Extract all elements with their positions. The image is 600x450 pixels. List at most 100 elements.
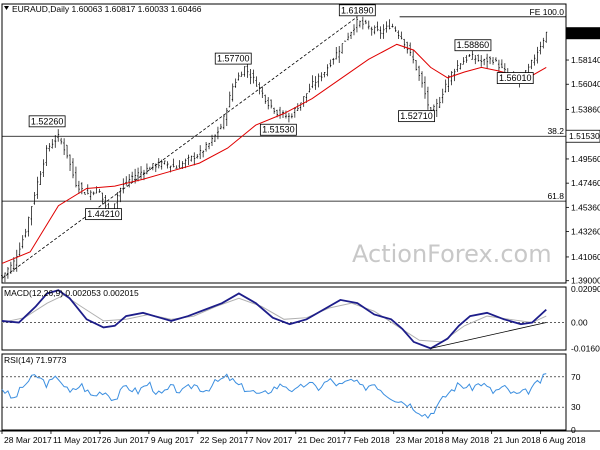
price-candle: [98, 188, 101, 193]
price-candle: [264, 94, 267, 104]
price-candle: [18, 242, 21, 257]
price-candle: [358, 20, 361, 28]
price-candle: [270, 99, 273, 109]
price-candle: [335, 47, 338, 60]
price-candle: [447, 75, 450, 92]
price-candle: [542, 37, 545, 49]
price-candle: [131, 171, 134, 183]
price-candle: [160, 159, 163, 170]
price-candle: [503, 63, 506, 73]
x-tick-label: 11 May 2017: [53, 435, 102, 445]
price-y-tick-label: 1.43260: [571, 227, 600, 237]
price-annotation-label: 1.44210: [87, 209, 120, 219]
price-annotation-label: 1.61890: [341, 5, 374, 15]
price-candle: [36, 176, 39, 199]
price-y-tick-label: 1.49560: [571, 154, 600, 164]
price-y-tick-label: 1.39000: [571, 276, 600, 286]
price-candle: [80, 182, 83, 195]
price-y-tick-label: 1.47460: [571, 178, 600, 188]
fib-level-label: 38.2: [547, 126, 564, 136]
price-candle: [421, 71, 424, 88]
price-candle: [225, 107, 228, 127]
price-candle: [465, 55, 468, 63]
price-candle: [12, 257, 15, 272]
price-candle: [54, 135, 57, 148]
price-candle: [388, 19, 391, 30]
price-candle: [317, 73, 320, 88]
price-candle: [27, 216, 30, 237]
price-candle: [208, 142, 211, 150]
rsi-y-tick-label: 70: [571, 372, 581, 382]
price-candle: [533, 54, 536, 66]
macd-y-tick-label: -0.016023: [571, 343, 600, 353]
price-annotation-box: [214, 52, 252, 65]
price-candle: [474, 54, 477, 65]
price-candle: [311, 75, 314, 89]
price-candle: [397, 30, 400, 39]
price-candle: [249, 69, 252, 85]
price-candle: [57, 129, 60, 142]
price-candle: [205, 142, 208, 152]
panel-frame-rsi: [1, 353, 567, 431]
price-candle: [302, 96, 305, 107]
price-candle: [480, 55, 483, 67]
price-candle: [483, 58, 486, 66]
x-tick-label: 26 Jun 2017: [102, 435, 149, 445]
fib-level-label: FE 100.0: [530, 7, 565, 17]
price-candle: [145, 163, 148, 175]
price-candle: [51, 139, 54, 149]
price-annotation-box: [496, 72, 534, 84]
price-candle: [211, 134, 214, 146]
macd-y-tick-label: 0.020904: [571, 284, 600, 294]
price-candle: [314, 76, 317, 90]
price-candle: [163, 160, 166, 165]
price-candle: [352, 24, 355, 36]
price-candle: [261, 86, 264, 99]
price-candle: [202, 150, 205, 158]
price-annotation-box: [85, 208, 122, 221]
price-candle: [412, 50, 415, 64]
price-candle: [63, 138, 66, 156]
price-candle: [426, 86, 429, 110]
price-candle: [69, 154, 72, 172]
price-candle: [258, 82, 261, 95]
chart-menu-triangle-icon: [4, 6, 9, 10]
rsi-line: [1, 373, 547, 419]
price-candle: [24, 228, 27, 238]
price-candle: [151, 163, 154, 171]
price-candle: [33, 192, 36, 205]
price-candle: [101, 192, 104, 205]
macd-signal-line: [1, 294, 547, 343]
price-candle: [140, 166, 143, 180]
price-candle: [326, 64, 329, 77]
price-candle: [462, 57, 465, 65]
price-candle: [116, 192, 119, 210]
price-candle: [477, 54, 480, 62]
price-candle: [267, 97, 270, 110]
price-candle: [166, 161, 169, 169]
x-tick-label: 6 Aug 2018: [543, 435, 586, 445]
panel-frame-price: [1, 3, 567, 284]
price-trendline: [1, 16, 358, 279]
price-candle: [193, 152, 196, 166]
price-candle: [320, 72, 323, 82]
price-candle: [450, 71, 453, 86]
price-candle: [459, 63, 462, 70]
rsi-header: RSI(14) 71.9773: [4, 355, 67, 365]
price-candle: [415, 60, 418, 71]
price-candle: [382, 24, 385, 39]
price-candle: [494, 57, 497, 62]
price-candle: [323, 72, 326, 78]
x-tick-label: 28 Mar 2017: [4, 435, 52, 445]
price-annotation-box: [338, 4, 376, 17]
price-candle: [83, 192, 86, 195]
price-candle: [92, 191, 95, 196]
price-annotation-label: 1.57700: [217, 54, 250, 64]
watermark-logo: ActionForex.com: [352, 240, 552, 268]
price-candle: [237, 72, 240, 81]
price-candle: [539, 41, 542, 55]
panel-frame-macd: [1, 286, 567, 351]
price-candle: [228, 91, 231, 108]
price-candle: [1, 274, 3, 278]
